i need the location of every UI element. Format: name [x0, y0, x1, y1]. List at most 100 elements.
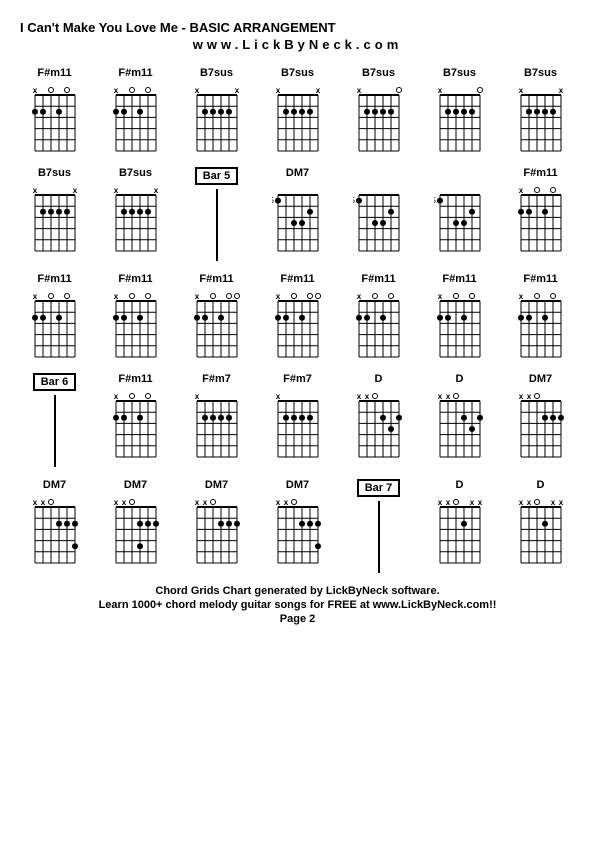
svg-text:x: x: [113, 86, 118, 95]
svg-text:x: x: [113, 292, 118, 301]
chord-cell: F#m11x: [263, 273, 332, 361]
svg-text:x: x: [315, 86, 320, 95]
chord-label: F#m11: [442, 273, 476, 287]
chord-diagram: xx: [191, 495, 243, 567]
chord-cell: B7susxx: [506, 67, 575, 155]
chord-cell: 5: [344, 167, 413, 261]
svg-text:x: x: [526, 392, 531, 401]
chord-row: B7susxxB7susxxBar 5DM7555F#m11x: [20, 167, 575, 261]
svg-text:x: x: [558, 86, 563, 95]
svg-text:x: x: [437, 292, 442, 301]
chord-diagram: xx: [110, 183, 162, 255]
chord-cell: F#m11x: [425, 273, 494, 361]
chord-cell: B7susxx: [101, 167, 170, 261]
svg-text:x: x: [234, 86, 239, 95]
svg-text:x: x: [194, 292, 199, 301]
bar-marker: Bar 6: [20, 373, 89, 467]
chord-cell: F#m11x: [20, 273, 89, 361]
bar-label: Bar 6: [33, 373, 77, 391]
chord-cell: F#m11x: [506, 167, 575, 261]
svg-text:x: x: [477, 498, 482, 507]
svg-text:x: x: [356, 392, 361, 401]
chord-row: Bar 6F#m11xF#m7xF#m7xDxxDxxDM7xx: [20, 373, 575, 467]
chord-label: F#m11: [280, 273, 314, 287]
svg-text:x: x: [121, 498, 126, 507]
chord-cell: Dxxxx: [425, 479, 494, 573]
chord-diagram: xx: [515, 83, 567, 155]
bar-label: Bar 5: [195, 167, 239, 185]
chord-cell: F#m11x: [101, 67, 170, 155]
chord-diagram: x: [515, 183, 567, 255]
svg-text:5: 5: [272, 196, 275, 205]
svg-text:x: x: [283, 498, 288, 507]
svg-text:x: x: [518, 292, 523, 301]
chord-label: F#m11: [118, 273, 152, 287]
svg-text:x: x: [275, 292, 280, 301]
svg-text:x: x: [32, 292, 37, 301]
chord-diagram: xx: [272, 83, 324, 155]
chord-grid-container: F#m11xF#m11xB7susxxB7susxxB7susxB7susxB7…: [20, 67, 575, 573]
chord-label: DM7: [529, 373, 552, 387]
page-footer: Chord Grids Chart generated by LickByNec…: [20, 585, 575, 625]
svg-text:x: x: [194, 392, 199, 401]
chord-label: B7sus: [38, 167, 71, 181]
chord-cell: 5: [425, 167, 494, 261]
chord-label: D: [537, 479, 545, 493]
svg-text:x: x: [437, 392, 442, 401]
chord-cell: F#m7x: [182, 373, 251, 467]
chord-cell: DM7 xx: [101, 479, 170, 573]
chord-label: F#m11: [523, 167, 557, 181]
footer-line-3: Page 2: [20, 613, 575, 625]
chord-cell: B7sus x: [425, 67, 494, 155]
svg-text:x: x: [526, 498, 531, 507]
svg-text:x: x: [72, 186, 77, 195]
chord-cell: F#m11x: [101, 373, 170, 467]
chord-cell: DM7xx: [182, 479, 251, 573]
svg-text:x: x: [558, 498, 563, 507]
footer-line-2: Learn 1000+ chord melody guitar songs fo…: [20, 599, 575, 611]
svg-text:x: x: [518, 498, 523, 507]
chord-row: F#m11xF#m11xF#m11xF#m11xF#m11xF#m11xF#m1…: [20, 273, 575, 361]
chord-diagram: x: [434, 83, 486, 155]
chord-cell: F#m11x: [344, 273, 413, 361]
svg-text:x: x: [518, 86, 523, 95]
chord-row: DM7xxDM7xxDM7xxDM7xxBar 7DxxxxDxxxx: [20, 479, 575, 573]
chord-diagram: x: [272, 289, 324, 361]
svg-text:x: x: [113, 498, 118, 507]
chord-diagram: x: [272, 389, 324, 461]
chord-cell: F#m11x: [101, 273, 170, 361]
chord-diagram: 5: [272, 183, 324, 255]
bar-line-icon: [54, 395, 56, 467]
chord-label: F#m7: [283, 373, 312, 387]
chord-diagram: x: [353, 83, 405, 155]
svg-text:x: x: [518, 186, 523, 195]
svg-text:x: x: [194, 498, 199, 507]
chord-cell: B7sus xx: [182, 67, 251, 155]
chord-label: B7sus: [281, 67, 314, 81]
svg-text:x: x: [32, 186, 37, 195]
svg-text:x: x: [113, 186, 118, 195]
chord-label: F#m7: [202, 373, 231, 387]
bar-label: Bar 7: [357, 479, 401, 497]
svg-text:x: x: [356, 292, 361, 301]
chord-diagram: xx: [191, 83, 243, 155]
chord-diagram: xx: [110, 495, 162, 567]
bar-line-icon: [378, 501, 380, 573]
chord-label: DM7: [43, 479, 66, 493]
chord-label: B7sus: [524, 67, 557, 81]
svg-text:x: x: [113, 392, 118, 401]
chord-diagram: x: [29, 289, 81, 361]
chord-diagram: 5: [353, 183, 405, 255]
chord-cell: Dxx: [344, 373, 413, 467]
chord-label: F#m11: [118, 67, 152, 81]
chord-label: DM7: [124, 479, 147, 493]
chord-label: B7sus: [362, 67, 395, 81]
chord-label: D: [456, 479, 464, 493]
chord-label: B7sus: [200, 67, 233, 81]
chord-diagram: xxxx: [434, 495, 486, 567]
svg-text:x: x: [275, 86, 280, 95]
chord-diagram: x: [191, 289, 243, 361]
chord-label: B7sus: [443, 67, 476, 81]
chord-diagram: xxxx: [515, 495, 567, 567]
chord-diagram: xx: [29, 495, 81, 567]
